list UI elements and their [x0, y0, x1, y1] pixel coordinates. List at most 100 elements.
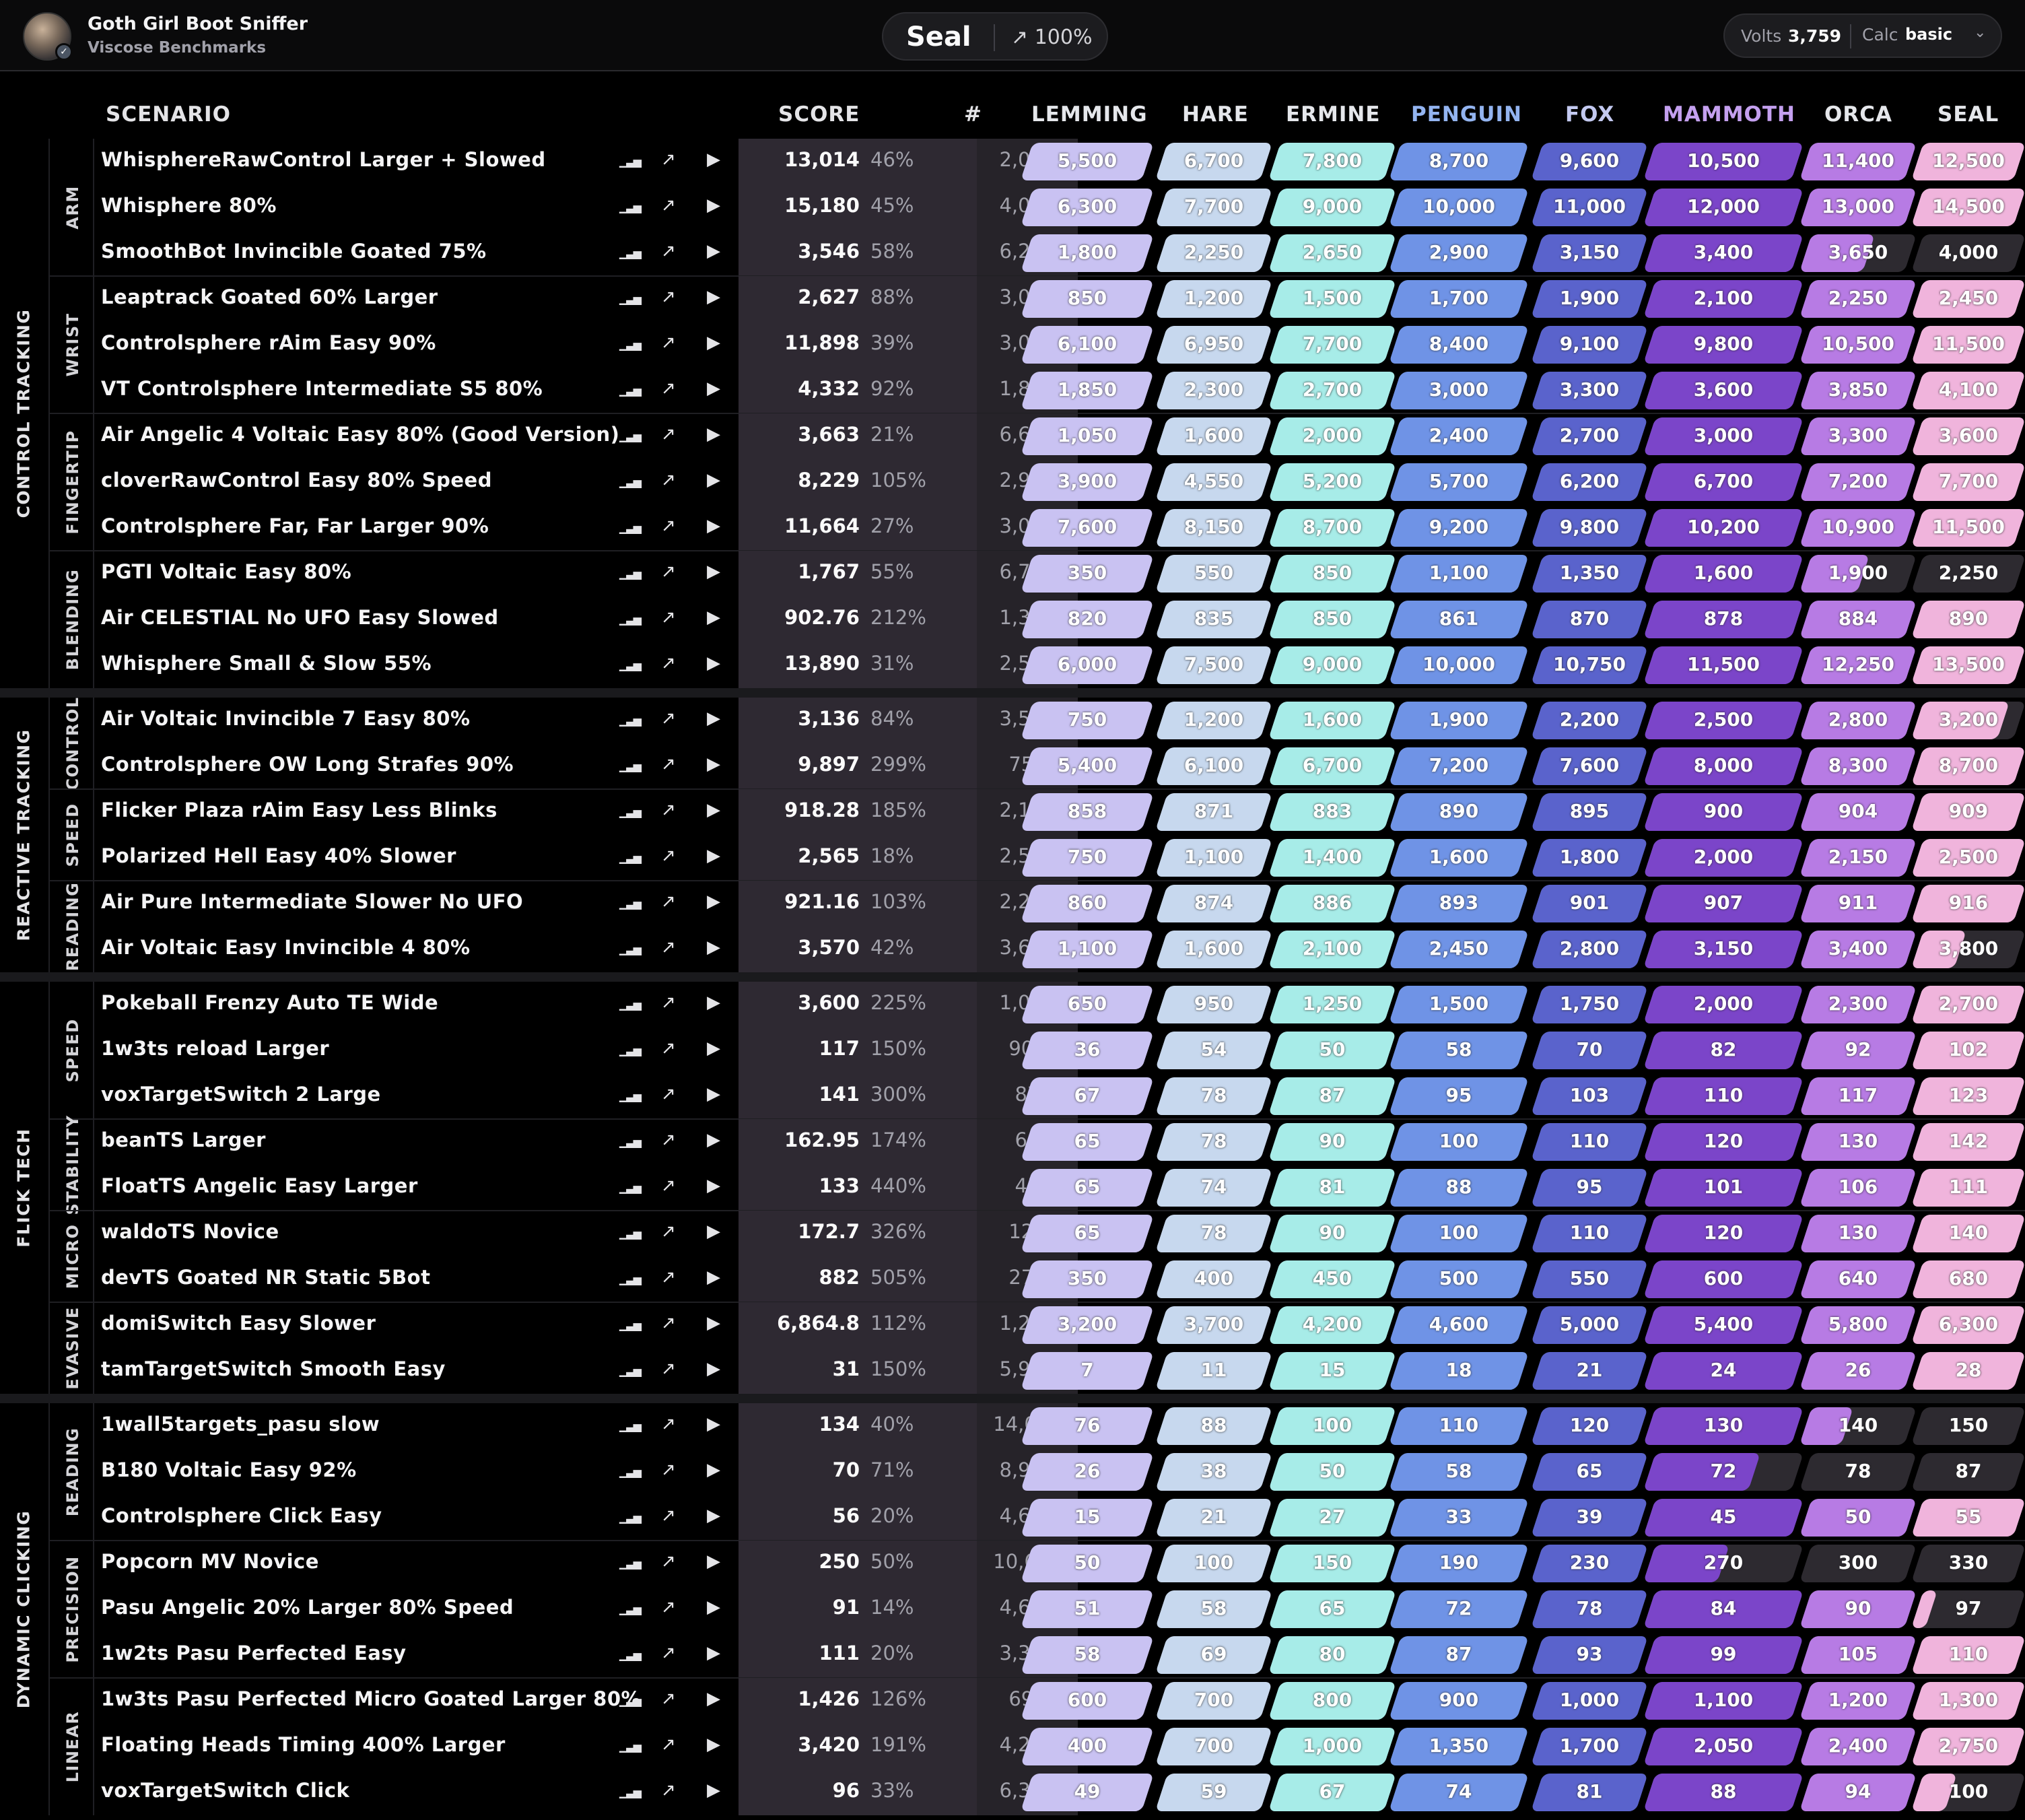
trend-chart-icon[interactable]: ↗	[661, 1460, 676, 1480]
play-icon[interactable]: ▶	[707, 287, 720, 307]
table-row[interactable]: Air Angelic 4 Voltaic Easy 80% (Good Ver…	[48, 413, 2025, 459]
trend-chart-icon[interactable]: ↗	[661, 1689, 676, 1709]
chevron-down-icon[interactable]: ⌄	[1974, 24, 1987, 41]
play-icon[interactable]: ▶	[707, 1221, 720, 1242]
table-row[interactable]: Controlsphere rAim Easy 90% ▁▃▅ ↗ ▶ 11,898 39…	[48, 322, 2025, 368]
scenario-name[interactable]: domiSwitch Easy Slower	[101, 1312, 376, 1335]
trend-chart-icon[interactable]: ↗	[661, 1084, 676, 1104]
table-row[interactable]: Polarized Hell Easy 40% Slower ▁▃▅ ↗ ▶ 2,565…	[48, 835, 2025, 881]
table-row[interactable]: cloverRawControl Easy 80% Speed ▁▃▅ ↗ ▶ 8,22…	[48, 459, 2025, 505]
column-header-tier-mammoth[interactable]: MAMMOTH	[1663, 102, 1795, 127]
trend-chart-icon[interactable]: ↗	[661, 241, 676, 261]
leaderboard-icon[interactable]: ▁▃▅	[619, 292, 642, 305]
leaderboard-icon[interactable]: ▁▃▅	[619, 1740, 642, 1753]
trend-chart-icon[interactable]: ↗	[661, 1221, 676, 1242]
play-icon[interactable]: ▶	[707, 1176, 720, 1196]
leaderboard-icon[interactable]: ▁▃▅	[619, 1227, 642, 1240]
scenario-name[interactable]: Flicker Plaza rAim Easy Less Blinks	[101, 799, 497, 821]
leaderboard-icon[interactable]: ▁▃▅	[619, 1694, 642, 1707]
table-row[interactable]: voxTargetSwitch Click▁▃▅↗▶9633%6,3994959…	[48, 1770, 2025, 1815]
play-icon[interactable]: ▶	[707, 800, 720, 820]
scenario-name[interactable]: PGTI Voltaic Easy 80%	[101, 560, 352, 583]
scenario-name[interactable]: SmoothBot Invincible Goated 75%	[101, 240, 487, 263]
scenario-name[interactable]: WhisphereRawControl Larger + Slowed	[101, 148, 546, 171]
table-row[interactable]: Pasu Angelic 20% Larger 80% Speed ▁▃▅ ↗ ▶ 91…	[48, 1586, 2025, 1632]
trend-chart-icon[interactable]: ↗	[661, 607, 676, 628]
play-icon[interactable]: ▶	[707, 1597, 720, 1617]
leaderboard-icon[interactable]: ▁▃▅	[619, 1419, 642, 1432]
trend-chart-icon[interactable]: ↗	[661, 1176, 676, 1196]
column-header-tier-orca[interactable]: ORCA	[1824, 102, 1892, 127]
leaderboard-icon[interactable]: ▁▃▅	[619, 155, 642, 168]
trend-chart-icon[interactable]: ↗	[661, 1780, 676, 1800]
table-row[interactable]: tamTargetSwitch Smooth Easy▁▃▅↗▶31150%5,…	[48, 1348, 2025, 1394]
leaderboard-icon[interactable]: ▁▃▅	[619, 805, 642, 818]
play-icon[interactable]: ▶	[707, 470, 720, 490]
trend-chart-icon[interactable]: ↗	[661, 149, 676, 170]
scenario-name[interactable]: cloverRawControl Easy 80% Speed	[101, 469, 492, 492]
trend-chart-icon[interactable]: ↗	[661, 1551, 676, 1572]
column-header-tier-lemming[interactable]: LEMMING	[1031, 102, 1148, 127]
play-icon[interactable]: ▶	[707, 1734, 720, 1755]
play-icon[interactable]: ▶	[707, 149, 720, 170]
play-icon[interactable]: ▶	[707, 516, 720, 536]
table-row[interactable]: Air Voltaic Easy Invincible 4 80% ▁▃▅ ↗ ▶ 3,…	[48, 926, 2025, 972]
table-row[interactable]: Controlsphere Click Easy▁▃▅↗▶5620%4,6451…	[48, 1495, 2025, 1541]
play-icon[interactable]: ▶	[707, 333, 720, 353]
scenario-name[interactable]: B180 Voltaic Easy 92%	[101, 1458, 357, 1481]
trend-chart-icon[interactable]: ↗	[661, 754, 676, 774]
table-row[interactable]: SmoothBot Invincible Goated 75% ▁▃▅ ↗ ▶ 3,54…	[48, 230, 2025, 276]
leaderboard-icon[interactable]: ▁▃▅	[619, 1511, 642, 1524]
table-row[interactable]: Controlsphere OW Long Strafes 90% ▁▃▅ ↗ ▶ 9,…	[48, 743, 2025, 789]
play-icon[interactable]: ▶	[707, 1780, 720, 1800]
trend-chart-icon[interactable]: ↗	[661, 562, 676, 582]
play-icon[interactable]: ▶	[707, 1130, 720, 1150]
table-row[interactable]: 1w3ts reload Larger▁▃▅↗▶117150%904365450…	[48, 1027, 2025, 1073]
play-icon[interactable]: ▶	[707, 241, 720, 261]
play-icon[interactable]: ▶	[707, 1551, 720, 1572]
play-icon[interactable]: ▶	[707, 653, 720, 673]
table-row[interactable]: Air Voltaic Invincible 7 Easy 80% ▁▃▅ ↗ ▶ 3,…	[48, 698, 2025, 743]
table-row[interactable]: Whisphere 80%▁▃▅↗▶15,18045%4,0806,3007,7…	[48, 184, 2025, 230]
play-icon[interactable]: ▶	[707, 992, 720, 1013]
column-header-score[interactable]: SCORE	[778, 102, 860, 127]
table-row[interactable]: Popcorn MV Novice▁▃▅↗▶25050%10,650501001…	[48, 1541, 2025, 1586]
leaderboard-icon[interactable]: ▁▃▅	[619, 1089, 642, 1102]
column-header-count[interactable]: #	[964, 102, 982, 127]
leaderboard-icon[interactable]: ▁▃▅	[619, 246, 642, 259]
scenario-name[interactable]: VT Controlsphere Intermediate S5 80%	[101, 377, 543, 400]
scenario-name[interactable]: 1w2ts Pasu Perfected Easy	[101, 1642, 407, 1664]
leaderboard-icon[interactable]: ▁▃▅	[619, 1135, 642, 1148]
leaderboard-icon[interactable]: ▁▃▅	[619, 475, 642, 488]
table-row[interactable]: Whisphere Small & Slow 55% ▁▃▅ ↗ ▶ 13,890 31%…	[48, 642, 2025, 688]
column-header-tier-ermine[interactable]: ERMINE	[1286, 102, 1381, 127]
play-icon[interactable]: ▶	[707, 1267, 720, 1287]
scenario-name[interactable]: Controlsphere Click Easy	[101, 1504, 382, 1527]
scenario-name[interactable]: Controlsphere rAim Easy 90%	[101, 331, 436, 354]
leaderboard-icon[interactable]: ▁▃▅	[619, 613, 642, 626]
play-icon[interactable]: ▶	[707, 562, 720, 582]
leaderboard-icon[interactable]: ▁▃▅	[619, 1318, 642, 1331]
play-icon[interactable]: ▶	[707, 1689, 720, 1709]
trend-chart-icon[interactable]: ↗	[661, 1506, 676, 1526]
table-row[interactable]: domiSwitch Easy Slower▁▃▅↗▶6,864.8112%1,…	[48, 1302, 2025, 1348]
scenario-name[interactable]: Polarized Hell Easy 40% Slower	[101, 844, 456, 867]
play-icon[interactable]: ▶	[707, 1359, 720, 1379]
trend-chart-icon[interactable]: ↗	[661, 1267, 676, 1287]
play-icon[interactable]: ▶	[707, 1084, 720, 1104]
leaderboard-icon[interactable]: ▁▃▅	[619, 897, 642, 910]
scenario-name[interactable]: 1wall5targets_pasu slow	[101, 1413, 380, 1436]
scenario-name[interactable]: voxTargetSwitch 2 Large	[101, 1083, 381, 1106]
play-icon[interactable]: ▶	[707, 1038, 720, 1058]
scenario-name[interactable]: Whisphere Small & Slow 55%	[101, 652, 432, 675]
benchmark-name[interactable]: Viscose Benchmarks	[88, 39, 267, 57]
table-row[interactable]: 1w2ts Pasu Perfected Easy▁▃▅↗▶11120%3,36…	[48, 1632, 2025, 1678]
table-row[interactable]: B180 Voltaic Easy 92%▁▃▅↗▶7071%8,9962638…	[48, 1449, 2025, 1495]
trend-chart-icon[interactable]: ↗	[661, 653, 676, 673]
table-row[interactable]: PGTI Voltaic Easy 80%▁▃▅↗▶1,76755%6,7843…	[48, 551, 2025, 597]
avatar[interactable]: ✓	[23, 12, 73, 61]
scenario-name[interactable]: voxTargetSwitch Click	[101, 1779, 350, 1802]
leaderboard-icon[interactable]: ▁▃▅	[619, 1044, 642, 1056]
leaderboard-icon[interactable]: ▁▃▅	[619, 1786, 642, 1798]
trend-chart-icon[interactable]: ↗	[661, 1038, 676, 1058]
